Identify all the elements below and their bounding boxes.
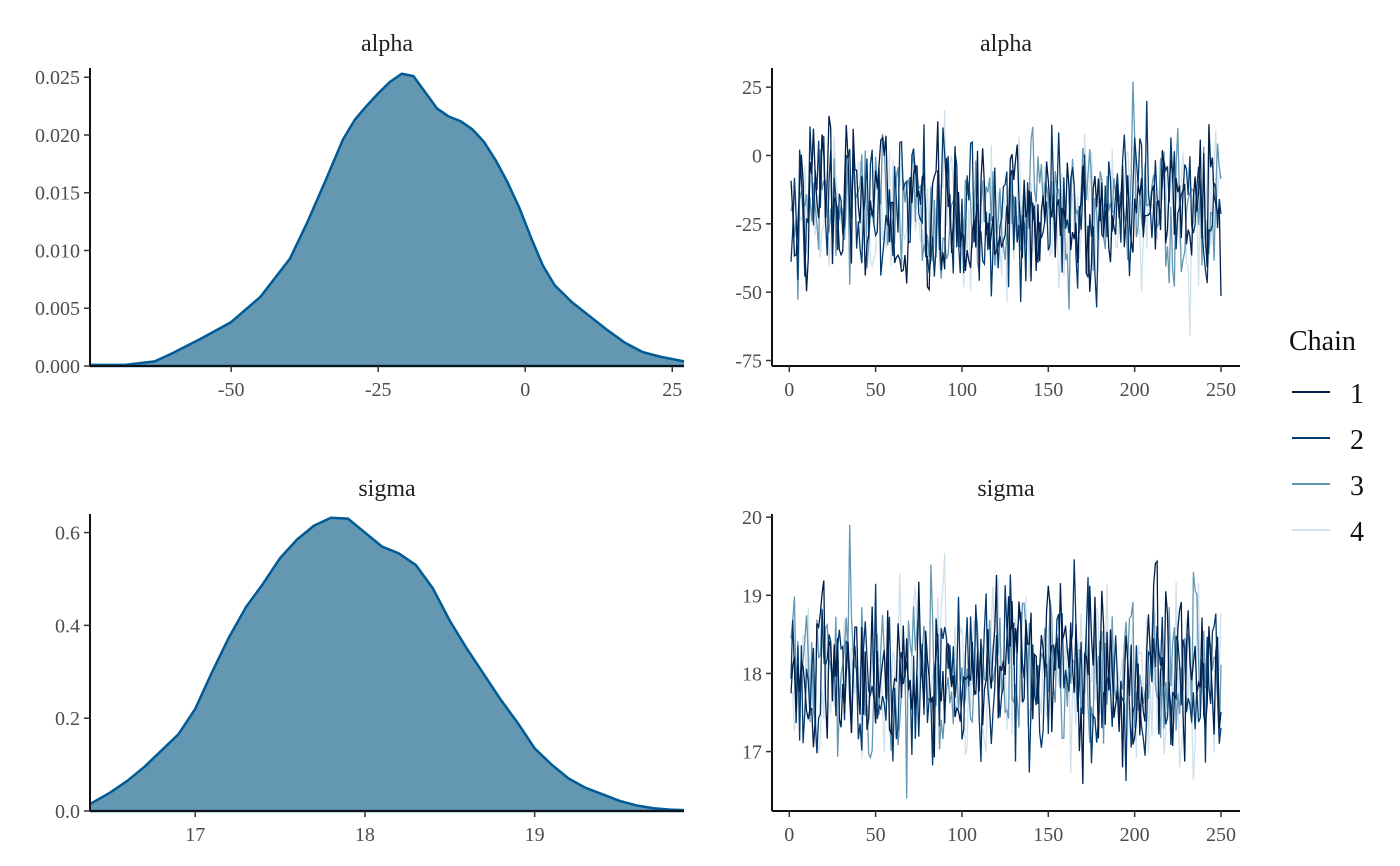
sigma-trace-y-tick-label: 18 xyxy=(742,663,762,685)
legend-label-chain-2: 2 xyxy=(1350,425,1364,456)
alpha-trace-y-tick-label: -25 xyxy=(735,214,762,236)
sigma-density-y-tick-label: 0.6 xyxy=(55,523,80,545)
legend-item-chain-2: 2 xyxy=(1292,425,1364,456)
alpha-density-y-tick-label: 0.015 xyxy=(35,183,80,205)
sigma-trace-chain-3 xyxy=(790,524,1222,799)
sigma-trace-x-tick-label: 0 xyxy=(784,824,794,846)
alpha-density-y-tick-label: 0.020 xyxy=(35,125,80,147)
legend-item-chain-1: 1 xyxy=(1292,379,1364,410)
sigma-trace-x-tick-label: 100 xyxy=(947,824,977,846)
chain-legend: Chain 1 2 3 4 xyxy=(1289,326,1364,548)
alpha-trace-y-tick-label: 0 xyxy=(752,145,762,167)
alpha-trace-x-tick-label: 200 xyxy=(1120,379,1150,401)
sigma-density-y-tick-label: 0.2 xyxy=(55,708,80,730)
sigma-trace-x-tick-label: 150 xyxy=(1033,824,1063,846)
alpha-density-y-tick-label: 0.000 xyxy=(35,356,80,378)
sigma-density-x-tick-label: 19 xyxy=(525,824,545,846)
sigma-density-x-tick-label: 17 xyxy=(185,824,205,846)
alpha-trace-x-tick-label: 50 xyxy=(866,379,886,401)
sigma-density-curve xyxy=(89,516,685,812)
alpha-trace-y-tick-label: -75 xyxy=(735,351,762,373)
legend-label-chain-4: 4 xyxy=(1350,517,1364,548)
sigma-density-title: sigma xyxy=(358,476,416,502)
alpha-density-area xyxy=(90,73,684,366)
legend-label-chain-3: 3 xyxy=(1350,471,1364,502)
sigma-trace-x-tick-label: 50 xyxy=(866,824,886,846)
alpha-trace-title: alpha xyxy=(980,31,1032,57)
alpha-trace-x-tick-label: 250 xyxy=(1206,379,1236,401)
legend-item-chain-3: 3 xyxy=(1292,471,1364,502)
sigma-trace-x-tick-label: 200 xyxy=(1120,824,1150,846)
alpha-density-x-tick-label: -50 xyxy=(218,379,245,401)
alpha-trace-y-tick-label: 25 xyxy=(742,77,762,99)
alpha-trace-x-tick-label: 100 xyxy=(947,379,977,401)
alpha-trace-x-tick-label: 150 xyxy=(1033,379,1063,401)
sigma-trace-chain-1 xyxy=(790,559,1222,784)
alpha-density-x-tick-label: 25 xyxy=(662,379,682,401)
sigma-trace-title: sigma xyxy=(977,476,1035,502)
legend-item-chain-4: 4 xyxy=(1292,517,1364,548)
alpha-trace-x-tick-label: 0 xyxy=(784,379,794,401)
sigma-trace-x-tick-label: 250 xyxy=(1206,824,1236,846)
alpha-density-title: alpha xyxy=(361,31,413,57)
alpha-trace-chain-1 xyxy=(790,115,1222,296)
sigma-trace-y-tick-label: 19 xyxy=(742,585,762,607)
sigma-density-panel: sigma 17 18 19 0.0 0.2 0.4 0.6 xyxy=(55,476,685,846)
alpha-density-x-tick-label: 0 xyxy=(520,379,530,401)
alpha-density-y-tick-label: 0.010 xyxy=(35,240,80,262)
alpha-density-panel: alpha -50 -25 0 25 0.000 0.005 0.010 0.015 0.020… xyxy=(35,31,685,401)
alpha-density-x-tick-label: -25 xyxy=(365,379,392,401)
alpha-density-curve xyxy=(90,72,685,367)
sigma-density-y-tick-label: 0.0 xyxy=(55,801,80,823)
sigma-trace-panel: sigma 0 50 100 150 200 250 17 18 19 20 xyxy=(742,476,1240,846)
legend-title: Chain xyxy=(1289,326,1356,357)
sigma-density-x-tick-label: 18 xyxy=(355,824,375,846)
alpha-trace-chain-2 xyxy=(790,100,1222,308)
sigma-density-y-tick-label: 0.4 xyxy=(55,615,80,637)
alpha-density-y-tick-label: 0.025 xyxy=(35,67,80,89)
alpha-trace-panel: alpha 0 50 100 150 200 250 -75 -50 -25 0 25 xyxy=(735,31,1240,401)
alpha-trace-y-tick-label: -50 xyxy=(735,282,762,304)
alpha-density-y-tick-label: 0.005 xyxy=(35,298,80,320)
sigma-density-area xyxy=(90,517,684,811)
sigma-trace-y-tick-label: 17 xyxy=(742,742,762,764)
sigma-trace-y-tick-label: 20 xyxy=(742,507,762,529)
legend-label-chain-1: 1 xyxy=(1350,379,1364,410)
